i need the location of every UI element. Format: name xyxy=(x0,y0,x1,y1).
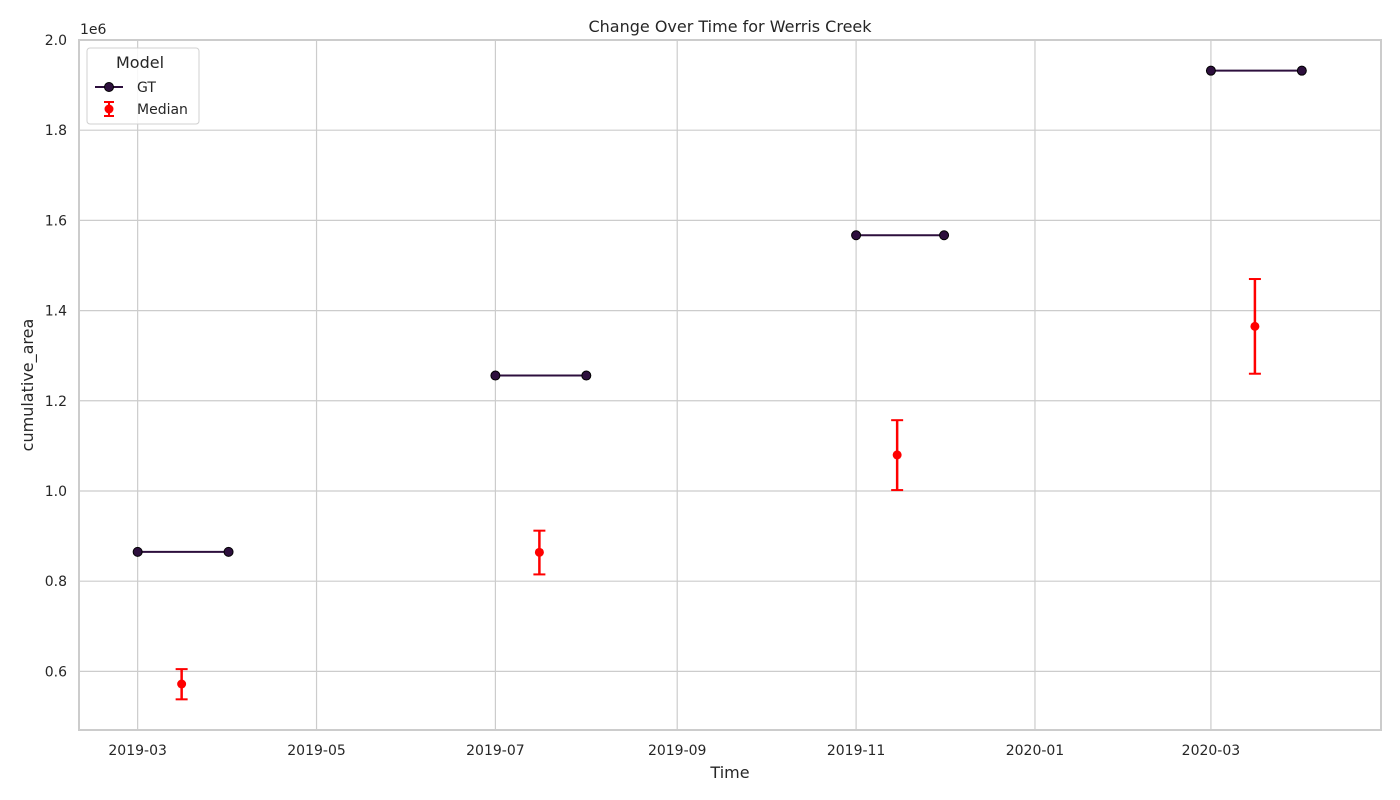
y-tick-label: 2.0 xyxy=(45,33,67,49)
gt-series xyxy=(132,65,1307,557)
x-tick-label: 2019-03 xyxy=(108,743,167,759)
median-point xyxy=(1250,321,1260,331)
gt-point xyxy=(851,230,862,241)
median-point xyxy=(177,679,187,689)
y-axis-multiplier: 1e6 xyxy=(80,22,107,38)
y-tick-label: 1.8 xyxy=(45,123,67,139)
legend-item-gt: GT xyxy=(95,80,156,96)
y-tick-label: 1.6 xyxy=(45,213,67,229)
legend-box xyxy=(86,47,200,125)
x-tick-label: 2020-03 xyxy=(1182,743,1241,759)
legend-title: Model xyxy=(116,53,164,72)
legend-label-gt: GT xyxy=(137,80,156,96)
gt-point xyxy=(1296,65,1307,76)
legend-median-marker xyxy=(104,104,114,114)
median-point xyxy=(534,547,544,557)
gt-point xyxy=(581,370,592,381)
gt-point xyxy=(939,230,950,241)
legend: Model GT Median xyxy=(86,47,200,125)
x-tick-label: 2019-11 xyxy=(827,743,886,759)
x-tick-label: 2020-01 xyxy=(1006,743,1065,759)
grid xyxy=(79,39,1381,730)
median-point xyxy=(892,450,902,460)
y-axis-ticks: 0.6 0.8 1.0 1.2 1.4 1.6 1.8 2.0 xyxy=(45,33,67,680)
legend-gt-marker xyxy=(104,82,114,92)
x-tick-label: 2019-07 xyxy=(466,743,525,759)
gt-point xyxy=(1205,65,1216,76)
y-tick-label: 0.6 xyxy=(45,664,67,680)
x-axis-ticks: 2019-03 2019-05 2019-07 2019-09 2019-11 2020-… xyxy=(108,743,1240,759)
chart-title: Change Over Time for Werris Creek xyxy=(588,17,872,36)
x-axis-label: Time xyxy=(709,763,749,782)
legend-item-median: Median xyxy=(104,101,188,118)
x-tick-label: 2019-05 xyxy=(287,743,346,759)
median-series xyxy=(175,278,1261,701)
y-tick-label: 1.0 xyxy=(45,484,67,500)
gt-point xyxy=(132,546,143,557)
x-tick-label: 2019-09 xyxy=(648,743,707,759)
gt-point xyxy=(223,546,234,557)
y-tick-label: 0.8 xyxy=(45,574,67,590)
gt-point xyxy=(490,370,501,381)
y-tick-label: 1.4 xyxy=(45,304,67,320)
plot-area xyxy=(78,39,1382,731)
legend-label-median: Median xyxy=(137,102,188,118)
y-axis-label: cumulative_area xyxy=(18,319,38,452)
y-tick-label: 1.2 xyxy=(45,394,67,410)
